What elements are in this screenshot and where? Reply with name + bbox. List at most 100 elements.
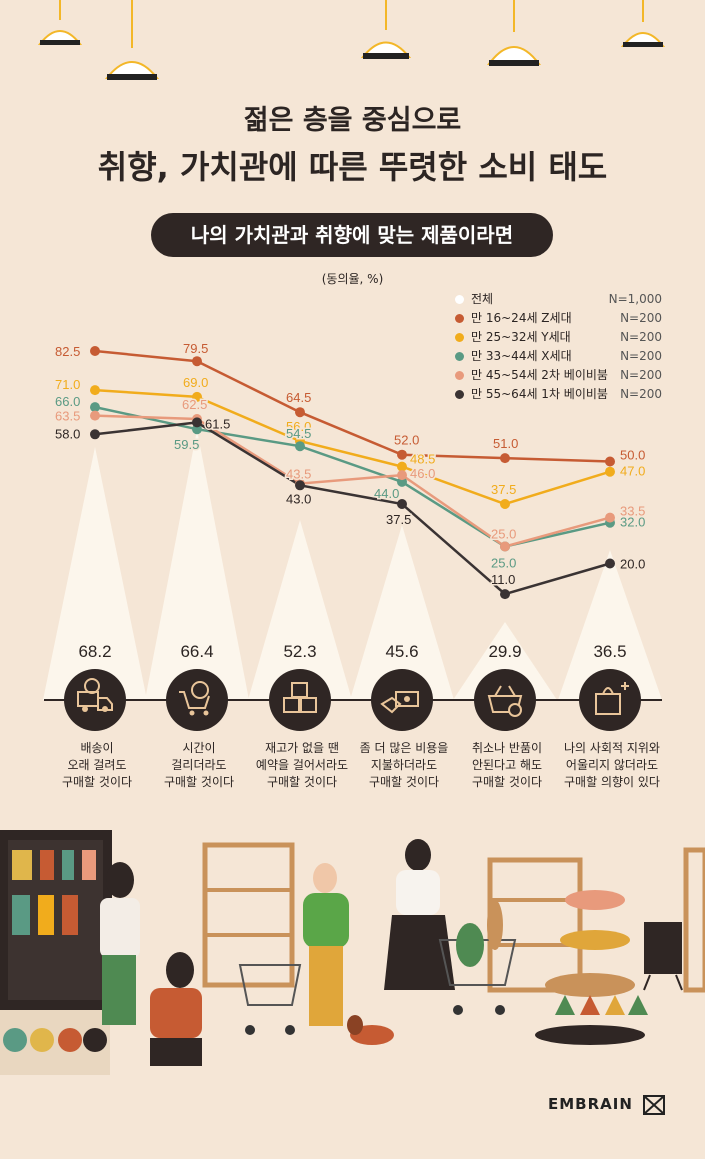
title-line-2: 취향, 가치관에 따른 뚜렷한 소비 태도 [97,148,608,186]
data-label: 64.5 [286,390,311,405]
data-point [295,407,305,418]
data-label: 59.5 [174,437,199,452]
icon-circle [371,669,433,731]
data-label: 79.5 [183,341,208,356]
total-value: 68.2 [78,642,111,661]
truck-cab [97,697,113,711]
total-value: 52.3 [283,642,316,661]
data-point [500,589,510,600]
light-beam [350,525,454,700]
legend-item: 만 16~24세 Z세대 N=200 [455,309,670,328]
clock [191,681,209,699]
data-label: 52.0 [394,433,419,448]
icon-circle [474,669,536,731]
legend-swatch [455,295,464,304]
category-label: 취소나 반품이 안된다고 해도 구매할 것이다 [471,741,543,789]
lamp-icon [620,0,666,47]
data-label: 58.0 [55,426,80,441]
shopping-cart-clock-icon [166,669,228,731]
icon-circle [166,669,228,731]
data-point [90,429,100,440]
category-label: 좀 더 많은 비용을 지불하더라도 구매할 것이다 [359,741,449,789]
data-label: 25.0 [491,527,516,542]
data-point [500,453,510,464]
handle [494,685,516,697]
shopping-bag-sparkle-icon [579,669,641,731]
light-beam [43,447,147,700]
wheel [82,706,88,712]
data-point [192,391,202,402]
data-label: 66.0 [55,394,80,409]
lamp-icon [487,0,541,66]
data-point [500,499,510,509]
wheel [203,710,209,716]
data-point [90,410,100,421]
legend-sample-size: N=200 [620,330,662,344]
data-label: 20.0 [620,557,645,572]
legend-sample-size: N=200 [620,349,662,363]
box [300,697,317,713]
legend-item: 만 55~64세 1차 베이비붐 N=200 [455,385,670,404]
data-label: 51.0 [493,436,518,451]
legend-sample-size: N=200 [620,387,662,401]
data-point [500,541,510,552]
ceiling-lamps [37,0,666,80]
bill [395,691,419,707]
light-beam [453,622,557,700]
data-label: 37.5 [491,482,516,497]
legend-label: 만 45~54세 2차 베이비붐 [471,368,608,382]
light-beam [145,430,249,700]
legend-item: 만 33~44세 X세대 N=200 [455,347,670,366]
wheel [189,710,195,716]
legend-swatch [455,390,464,399]
legend-sample-size: N=200 [620,368,662,382]
total-value: 45.6 [385,642,418,661]
sparkle [621,682,629,690]
data-point [295,441,305,452]
lamp-icon [104,0,160,80]
money-hand-icon [371,669,433,731]
data-label: 32.0 [620,515,645,530]
data-label: 37.5 [386,512,411,527]
data-point [605,466,615,477]
data-label: 63.5 [55,409,80,424]
data-label: 54.5 [286,426,311,441]
light-beam [558,550,662,700]
data-label: 61.5 [205,416,230,431]
legend: 전체 N=1,000 만 16~24세 Z세대 N=200 만 25~32세 Y… [455,290,670,404]
unit-label: (동의율, %) [321,272,384,286]
data-point [295,480,305,491]
data-point [192,417,202,428]
data-label: 33.5 [620,504,645,519]
series-line-4 [94,414,611,548]
legend-swatch [455,314,464,323]
legend-item-total: 전체 N=1,000 [455,290,670,309]
data-point [397,461,407,472]
data-point [90,402,100,413]
data-label: 43.5 [286,467,311,482]
data-label: 71.0 [55,377,80,392]
legend-swatch [455,333,464,342]
data-label: 46.0 [410,466,435,481]
subtitle-pill: 나의 가치관과 취향에 맞는 제품이라면 [151,213,553,257]
data-label: 56.0 [286,419,311,434]
category-label: 시간이 걸리더라도 구매할 것이다 [163,741,235,789]
series-line-1 [94,349,611,463]
legend-label: 만 25~32세 Y세대 [471,330,571,344]
legend-sample-size: N=200 [620,311,662,325]
legend-label: 만 55~64세 1차 베이비붐 [471,387,608,401]
data-label: 62.5 [182,397,207,412]
series-line-2 [94,388,611,506]
legend-item: 만 25~32세 Y세대 N=200 [455,328,670,347]
total-value: 66.4 [180,642,213,661]
light-beams [43,430,662,700]
legend-sample-size: N=1,000 [608,292,662,306]
data-point [90,346,100,356]
icon-circle [64,669,126,731]
hand [380,696,402,714]
legend-label: 만 16~24세 Z세대 [471,311,572,325]
shop-scene-illustration [0,830,705,1075]
data-label: 50.0 [620,448,645,463]
data-point [605,512,615,523]
